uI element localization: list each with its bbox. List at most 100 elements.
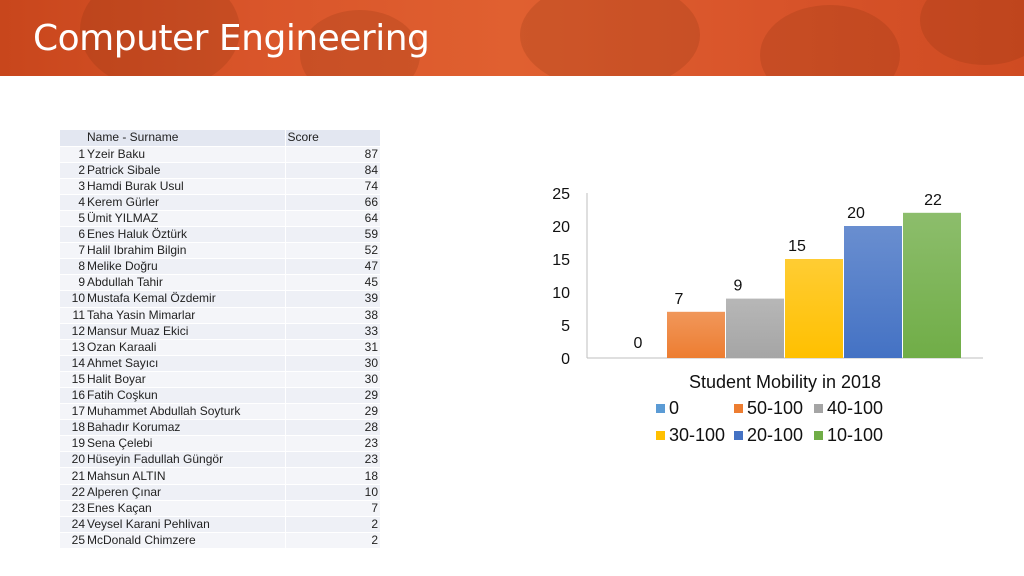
table-row: 14 Ahmet Sayıcı 30 [60,355,380,372]
row-number: 6 [60,226,86,244]
student-score: 87 [284,146,380,163]
row-number: 15 [60,371,86,389]
student-name: Alperen Çınar [86,484,285,501]
data-label: 15 [788,238,806,255]
student-score: 18 [284,467,380,485]
row-number: 1 [60,146,86,163]
student-score: 33 [284,323,380,340]
y-tick-label: 20 [552,219,570,236]
bar-20-100 [844,226,902,358]
student-name: Abdullah Tahir [86,274,285,292]
bar-10-100 [903,212,961,358]
bar-50-100 [667,311,725,358]
row-number: 3 [60,178,86,195]
table-row: 18 Bahadır Korumaz 28 [60,419,380,437]
legend-swatch [814,431,823,440]
student-score: 66 [284,194,380,211]
legend-swatch [814,404,823,413]
table-row: 21 Mahsun ALTIN 18 [60,467,380,485]
legend-label: 20-100 [747,425,803,445]
table-row: 16 Fatih Coşkun 29 [60,387,380,405]
row-number: 14 [60,355,86,372]
student-name: Kerem Gürler [86,194,285,211]
student-name: Halit Boyar [86,371,285,389]
bar-chart-svg: 0 5 10 15 20 25 0 7 9 15 20 22 Student Mobility in 2… [552,186,983,445]
row-number: 18 [60,419,86,437]
legend-swatch [656,431,665,440]
student-name: Halil Ibrahim Bilgin [86,242,285,260]
student-score: 59 [284,226,380,244]
student-score: 30 [284,355,380,372]
student-name: Ümit YILMAZ [86,210,285,228]
row-number: 8 [60,258,86,276]
data-label: 22 [924,192,942,209]
page-title: Computer Engineering [33,18,430,59]
student-score: 23 [284,435,380,453]
student-name: Melike Doğru [86,258,285,276]
student-name: Mahsun ALTIN [86,467,285,485]
legend-label: 0 [669,398,679,418]
student-name: Ahmet Sayıcı [86,355,285,372]
student-name: Muhammet Abdullah Soyturk [86,403,285,421]
row-number: 10 [60,290,86,308]
table-row: 24 Veysel Karani Pehlivan 2 [60,516,380,533]
table-row: 11 Taha Yasin Mimarlar 38 [60,307,380,324]
x-axis-title: Student Mobility in 2018 [689,372,881,392]
student-score: 38 [284,307,380,324]
table-row: 12 Mansur Muaz Ekici 33 [60,323,380,340]
row-number: 24 [60,516,86,533]
table-row: 6 Enes Haluk Öztürk 59 [60,226,380,244]
y-tick-label: 25 [552,186,570,203]
student-score: 45 [284,274,380,292]
row-number: 11 [60,307,86,324]
header-banner: Computer Engineering [0,0,1024,76]
row-number: 4 [60,194,86,211]
table-row: 19 Sena Çelebi 23 [60,435,380,453]
table-row: 22 Alperen Çınar 10 [60,484,380,501]
legend-label: 10-100 [827,425,883,445]
student-score: 29 [284,403,380,421]
student-name: Hüseyin Fadullah Güngör [86,451,285,469]
student-name: Mansur Muaz Ekici [86,323,285,340]
student-name: Enes Kaçan [86,500,285,517]
data-label: 0 [634,335,643,352]
row-number: 23 [60,500,86,517]
row-number: 7 [60,242,86,260]
table-row: 20 Hüseyin Fadullah Güngör 23 [60,451,380,469]
student-name: Sena Çelebi [86,435,285,453]
table-row: 17 Muhammet Abdullah Soyturk 29 [60,403,380,421]
table-row: 4 Kerem Gürler 66 [60,194,380,211]
row-number: 13 [60,339,86,356]
student-score: 23 [284,451,380,469]
legend-label: 50-100 [747,398,803,418]
row-number: 5 [60,210,86,228]
table-row: 13 Ozan Karaali 31 [60,339,380,356]
student-name: Hamdi Burak Usul [86,178,285,195]
student-name: Patrick Sibale [86,162,285,179]
table-row: 1 Yzeir Baku 87 [60,146,380,163]
student-score: 64 [284,210,380,228]
student-name: Bahadır Korumaz [86,419,285,437]
y-tick-label: 5 [561,318,570,335]
student-score: 74 [284,178,380,195]
student-name: Taha Yasin Mimarlar [86,307,285,324]
data-label: 9 [734,278,743,295]
column-header-score: Score [284,130,380,147]
row-number: 20 [60,451,86,469]
table-row: 10 Mustafa Kemal Özdemir 39 [60,290,380,308]
legend-label: 30-100 [669,425,725,445]
table-row: 2 Patrick Sibale 84 [60,162,380,179]
student-name: Fatih Coşkun [86,387,285,405]
student-score: 29 [284,387,380,405]
bar-40-100 [726,298,784,358]
data-label: 7 [675,291,684,308]
table-row: 9 Abdullah Tahir 45 [60,274,380,292]
row-number: 12 [60,323,86,340]
bar-30-100 [785,259,843,358]
row-number: 21 [60,467,86,485]
data-label: 20 [847,205,865,222]
student-name: McDonald Chimzere [86,532,285,549]
table-row: 8 Melike Doğru 47 [60,258,380,276]
table-row: 5 Ümit YILMAZ 64 [60,210,380,228]
student-score: 30 [284,371,380,389]
